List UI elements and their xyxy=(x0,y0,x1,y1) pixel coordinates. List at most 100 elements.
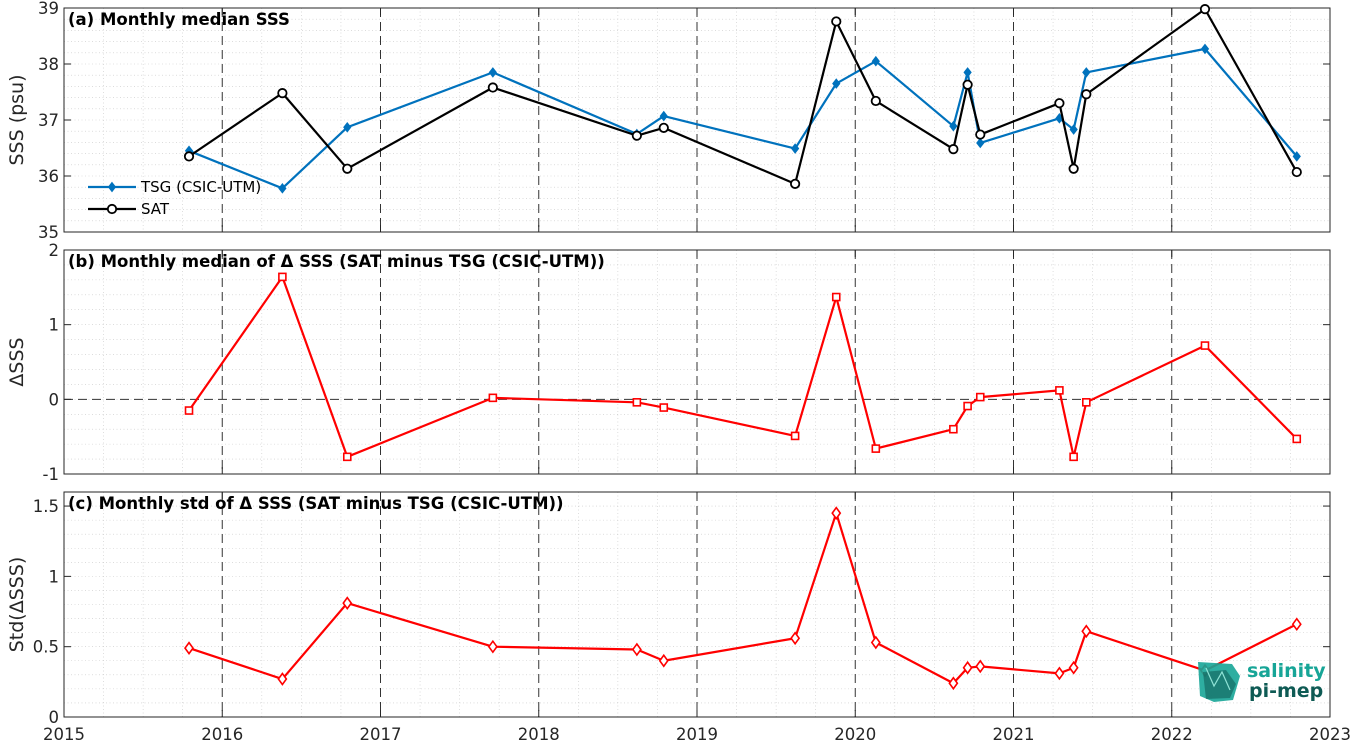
logo-emblem-shade xyxy=(1203,670,1236,699)
data-point xyxy=(832,78,841,89)
x-tick-label: 2017 xyxy=(360,725,402,744)
data-point xyxy=(277,672,288,686)
y-tick-label: 0 xyxy=(49,708,60,727)
data-point xyxy=(975,129,986,140)
data-point xyxy=(658,122,669,133)
year-gridlines xyxy=(221,8,1173,232)
y-tick-label: 2 xyxy=(49,241,60,260)
data-point xyxy=(870,95,881,107)
data-point xyxy=(948,676,959,691)
data-point xyxy=(631,642,642,657)
x-ticks xyxy=(63,492,1331,717)
data-point xyxy=(184,641,195,655)
data-point xyxy=(831,16,842,27)
data-point xyxy=(277,88,288,99)
panel-title: (a) Monthly median SSS xyxy=(68,10,290,29)
legend-label: TSG (CSIC-UTM) xyxy=(140,178,261,196)
data-point xyxy=(1068,163,1079,174)
data-point xyxy=(871,55,880,67)
logo-text-pimep: pi-mep xyxy=(1249,680,1323,702)
data-point xyxy=(1081,624,1092,639)
logo-wave xyxy=(1205,667,1231,691)
y-tick-label: 37 xyxy=(38,111,59,130)
series-sat xyxy=(183,4,1302,189)
x-ticks xyxy=(63,250,1331,474)
data-point xyxy=(278,183,287,194)
data-point xyxy=(790,143,800,154)
x-tick-labels: 2015 2016 2017 2018 2019 2020 2021 2022 2023 xyxy=(43,725,1351,744)
y-axis-label: Std(ΔSSS) xyxy=(6,557,28,653)
y-tick-label: 1 xyxy=(49,567,60,586)
data-point xyxy=(631,130,642,141)
data-point xyxy=(1199,4,1211,15)
x-tick-label: 2023 xyxy=(1309,725,1351,744)
y-tick-label: 0 xyxy=(49,390,60,409)
y-axis-label: ΔSSS xyxy=(6,337,28,386)
data-point xyxy=(870,635,881,650)
data-point xyxy=(342,596,353,610)
data-point xyxy=(949,424,958,434)
panel-b: -1 0 1 2 ΔSSS (b) Monthly median of Δ SSS (SA… xyxy=(6,241,1331,484)
data-point xyxy=(790,431,800,441)
data-point xyxy=(963,67,972,78)
y-tick-label: -1 xyxy=(43,465,59,484)
series-delta xyxy=(184,506,1302,691)
data-point xyxy=(632,398,642,407)
data-point xyxy=(487,639,498,654)
y-tick-label: 0.5 xyxy=(33,638,59,657)
data-point xyxy=(1054,98,1065,109)
data-point xyxy=(342,452,352,462)
data-point xyxy=(1069,124,1078,135)
minor-grid xyxy=(64,492,1330,717)
data-point xyxy=(488,393,498,403)
legend-marker xyxy=(106,203,118,215)
panel-title: (c) Monthly std of Δ SSS (SAT minus TSG … xyxy=(68,494,564,513)
data-point xyxy=(1292,151,1301,162)
logo-text-salinity: salinity xyxy=(1247,660,1326,682)
data-point xyxy=(183,151,195,162)
series-delta xyxy=(184,272,1302,462)
data-point xyxy=(790,178,801,189)
data-point xyxy=(871,444,881,453)
x-ticks xyxy=(63,8,1331,232)
data-point xyxy=(949,120,958,132)
y-tick-label: 1 xyxy=(49,316,60,335)
panel-c: 0 0.5 1 1.5 2015 2016 2017 2018 2019 2020 2021 2022… xyxy=(6,491,1351,744)
x-tick-label: 2022 xyxy=(1151,725,1193,744)
y-tick-label: 35 xyxy=(38,223,59,242)
data-point xyxy=(1291,166,1302,178)
y-tick-label: 38 xyxy=(38,55,59,74)
legend-marker xyxy=(107,181,117,193)
data-point xyxy=(1054,666,1065,681)
data-point xyxy=(976,137,985,149)
y-ticks: 35 36 37 38 39 xyxy=(38,0,1330,242)
y-ticks: -1 0 1 2 xyxy=(43,241,1330,484)
data-point xyxy=(831,506,842,520)
legend-label: SAT xyxy=(141,200,170,218)
y-tick-label: 39 xyxy=(38,0,59,18)
panel-a: 35 36 37 38 39 SSS (psu) (a) Monthly median SS… xyxy=(6,0,1331,242)
data-point xyxy=(1081,398,1091,407)
data-point xyxy=(1082,67,1091,78)
data-point xyxy=(487,82,498,93)
year-gridlines xyxy=(221,492,1173,717)
data-point xyxy=(962,79,973,90)
data-point xyxy=(184,406,194,415)
data-point xyxy=(1081,89,1092,100)
data-point xyxy=(1292,434,1302,444)
panel-title: (b) Monthly median of Δ SSS (SAT minus T… xyxy=(68,252,605,271)
y-tick-label: 36 xyxy=(38,167,59,186)
data-point xyxy=(963,401,972,411)
data-point xyxy=(659,110,668,122)
data-point xyxy=(342,163,353,174)
y-tick-label: 1.5 xyxy=(33,497,59,516)
x-tick-label: 2020 xyxy=(834,725,876,744)
data-point xyxy=(1068,660,1079,675)
x-tick-label: 2021 xyxy=(993,725,1035,744)
data-point xyxy=(975,392,985,402)
data-point xyxy=(278,272,287,282)
data-point xyxy=(790,631,801,646)
data-point xyxy=(343,121,352,133)
series-tsg-csic-utm- xyxy=(184,43,1301,194)
data-point xyxy=(948,144,959,155)
